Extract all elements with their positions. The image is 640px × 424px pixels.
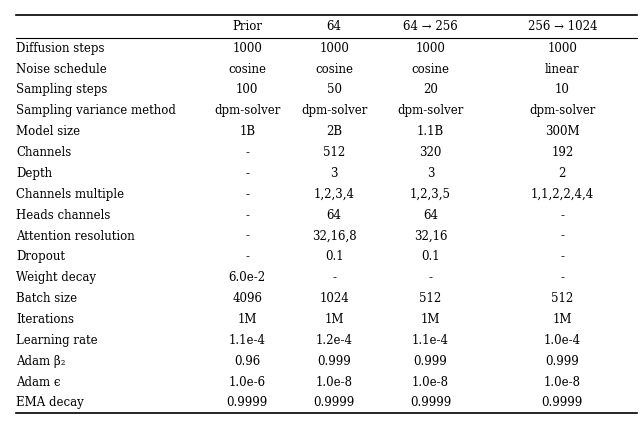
Text: -: - xyxy=(560,229,564,243)
Text: Diffusion steps: Diffusion steps xyxy=(16,42,104,55)
Text: 100: 100 xyxy=(236,84,259,97)
Text: Heads channels: Heads channels xyxy=(16,209,110,222)
Text: -: - xyxy=(245,229,249,243)
Text: 1.1e-4: 1.1e-4 xyxy=(412,334,449,347)
Text: 300M: 300M xyxy=(545,125,580,138)
Text: 0.9999: 0.9999 xyxy=(314,396,355,410)
Text: dpm-solver: dpm-solver xyxy=(529,104,595,117)
Text: 4096: 4096 xyxy=(232,292,262,305)
Text: dpm-solver: dpm-solver xyxy=(301,104,367,117)
Text: 10: 10 xyxy=(555,84,570,97)
Text: 1.2e-4: 1.2e-4 xyxy=(316,334,353,347)
Text: 0.999: 0.999 xyxy=(317,355,351,368)
Text: 1M: 1M xyxy=(324,313,344,326)
Text: Dropout: Dropout xyxy=(16,251,65,263)
Text: -: - xyxy=(560,209,564,222)
Text: cosine: cosine xyxy=(228,63,266,75)
Text: 512: 512 xyxy=(323,146,346,159)
Text: 1000: 1000 xyxy=(547,42,577,55)
Text: Sampling steps: Sampling steps xyxy=(16,84,108,97)
Text: Channels: Channels xyxy=(16,146,71,159)
Text: Batch size: Batch size xyxy=(16,292,77,305)
Text: 1M: 1M xyxy=(237,313,257,326)
Text: Depth: Depth xyxy=(16,167,52,180)
Text: dpm-solver: dpm-solver xyxy=(397,104,463,117)
Text: linear: linear xyxy=(545,63,580,75)
Text: -: - xyxy=(428,271,433,284)
Text: 0.9999: 0.9999 xyxy=(410,396,451,410)
Text: -: - xyxy=(560,251,564,263)
Text: 1.0e-4: 1.0e-4 xyxy=(544,334,581,347)
Text: 0.1: 0.1 xyxy=(325,251,344,263)
Text: Prior: Prior xyxy=(232,20,262,33)
Text: 320: 320 xyxy=(419,146,442,159)
Text: cosine: cosine xyxy=(412,63,449,75)
Text: 1,2,3,4: 1,2,3,4 xyxy=(314,188,355,201)
Text: 64: 64 xyxy=(423,209,438,222)
Text: Weight decay: Weight decay xyxy=(16,271,96,284)
Text: -: - xyxy=(332,271,336,284)
Text: 32,16: 32,16 xyxy=(413,229,447,243)
Text: 20: 20 xyxy=(423,84,438,97)
Text: 32,16,8: 32,16,8 xyxy=(312,229,356,243)
Text: 1000: 1000 xyxy=(415,42,445,55)
Text: 1024: 1024 xyxy=(319,292,349,305)
Text: 64: 64 xyxy=(326,20,342,33)
Text: 1.1e-4: 1.1e-4 xyxy=(228,334,266,347)
Text: 512: 512 xyxy=(419,292,442,305)
Text: cosine: cosine xyxy=(315,63,353,75)
Text: 1.0e-8: 1.0e-8 xyxy=(316,376,353,389)
Text: 0.9999: 0.9999 xyxy=(541,396,583,410)
Text: 2B: 2B xyxy=(326,125,342,138)
Text: 1B: 1B xyxy=(239,125,255,138)
Text: 3: 3 xyxy=(330,167,338,180)
Text: 1,1,2,2,4,4: 1,1,2,2,4,4 xyxy=(531,188,594,201)
Text: 3: 3 xyxy=(427,167,434,180)
Text: dpm-solver: dpm-solver xyxy=(214,104,280,117)
Text: Channels multiple: Channels multiple xyxy=(16,188,124,201)
Text: 2: 2 xyxy=(559,167,566,180)
Text: 1M: 1M xyxy=(552,313,572,326)
Text: 1M: 1M xyxy=(420,313,440,326)
Text: 512: 512 xyxy=(551,292,573,305)
Text: 1.1B: 1.1B xyxy=(417,125,444,138)
Text: Attention resolution: Attention resolution xyxy=(16,229,135,243)
Text: Learning rate: Learning rate xyxy=(16,334,98,347)
Text: 0.9999: 0.9999 xyxy=(227,396,268,410)
Text: 1.0e-8: 1.0e-8 xyxy=(544,376,581,389)
Text: 0.999: 0.999 xyxy=(545,355,579,368)
Text: 192: 192 xyxy=(551,146,573,159)
Text: -: - xyxy=(245,251,249,263)
Text: 64 → 256: 64 → 256 xyxy=(403,20,458,33)
Text: Model size: Model size xyxy=(16,125,80,138)
Text: Adam ϵ: Adam ϵ xyxy=(16,376,61,389)
Text: -: - xyxy=(245,209,249,222)
Text: -: - xyxy=(560,271,564,284)
Text: -: - xyxy=(245,188,249,201)
Text: -: - xyxy=(245,146,249,159)
Text: 0.1: 0.1 xyxy=(421,251,440,263)
Text: Adam β₂: Adam β₂ xyxy=(16,355,65,368)
Text: 1000: 1000 xyxy=(319,42,349,55)
Text: Iterations: Iterations xyxy=(16,313,74,326)
Text: 1000: 1000 xyxy=(232,42,262,55)
Text: EMA decay: EMA decay xyxy=(16,396,84,410)
Text: 1.0e-6: 1.0e-6 xyxy=(228,376,266,389)
Text: Sampling variance method: Sampling variance method xyxy=(16,104,176,117)
Text: 256 → 1024: 256 → 1024 xyxy=(527,20,597,33)
Text: 1.0e-8: 1.0e-8 xyxy=(412,376,449,389)
Text: -: - xyxy=(245,167,249,180)
Text: 0.96: 0.96 xyxy=(234,355,260,368)
Text: Noise schedule: Noise schedule xyxy=(16,63,107,75)
Text: 0.999: 0.999 xyxy=(413,355,447,368)
Text: 1,2,3,5: 1,2,3,5 xyxy=(410,188,451,201)
Text: 50: 50 xyxy=(326,84,342,97)
Text: 6.0e-2: 6.0e-2 xyxy=(228,271,266,284)
Text: 64: 64 xyxy=(326,209,342,222)
